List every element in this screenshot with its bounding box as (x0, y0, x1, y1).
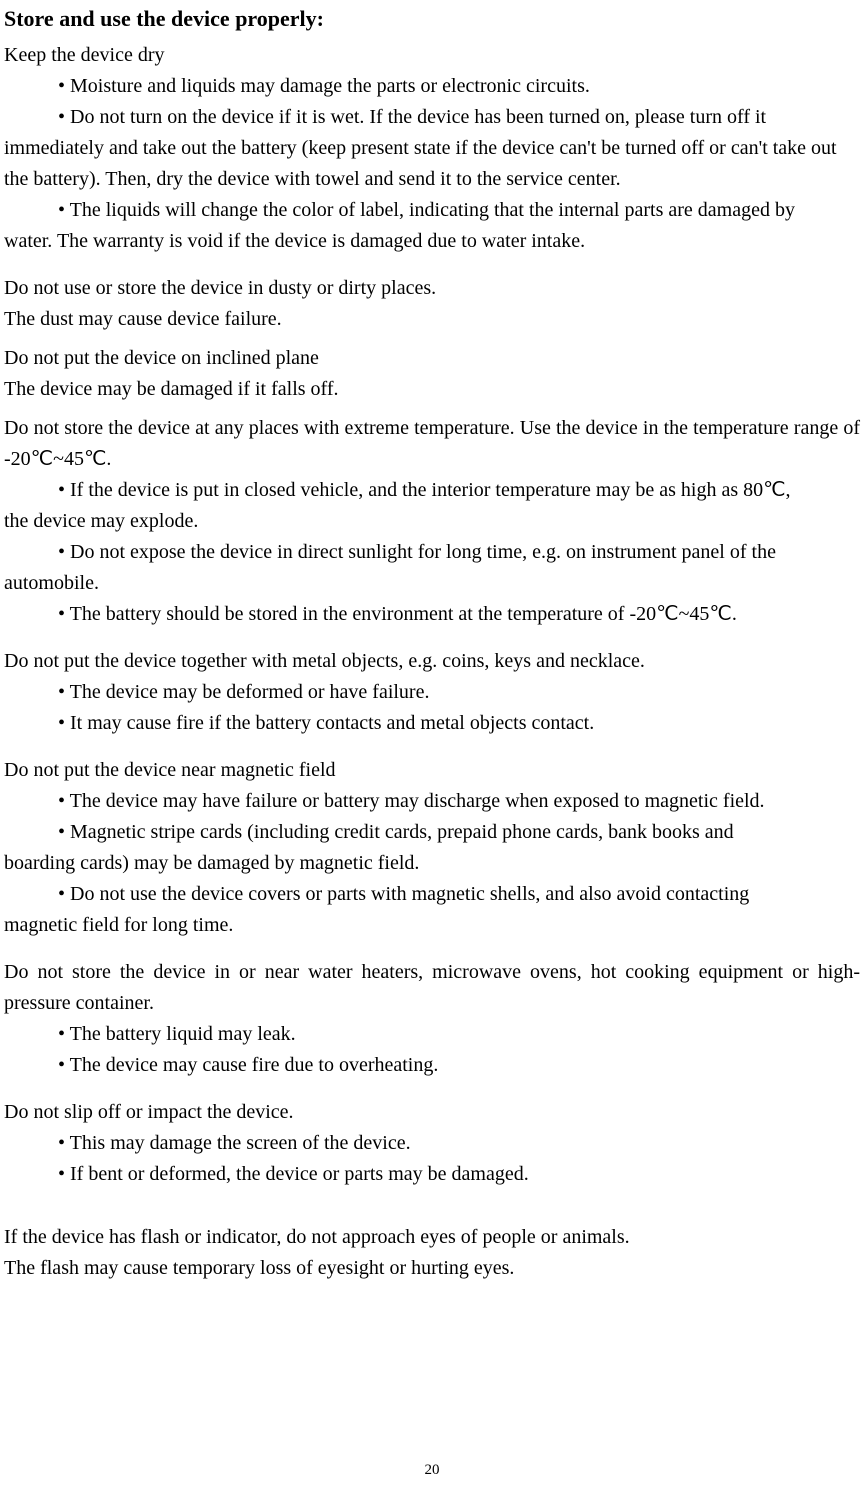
subsection-line: Do not put the device together with meta… (4, 646, 860, 677)
bullet-item: • Do not expose the device in direct sun… (4, 537, 860, 568)
subsection-line: If the device has flash or indicator, do… (4, 1222, 860, 1253)
spacer (4, 335, 860, 343)
spacer (4, 405, 860, 413)
page-number: 20 (0, 1462, 864, 1479)
bullet-item: • It may cause fire if the battery conta… (4, 708, 860, 739)
bullet-continuation: the device may explode. (4, 506, 860, 537)
subsection-line: The dust may cause device failure. (4, 304, 860, 335)
bullet-continuation: immediately and take out the battery (ke… (4, 133, 860, 195)
subsection-line: The device may be damaged if it falls of… (4, 374, 860, 405)
text-plain: Do not store the device at any places wi… (4, 417, 520, 439)
bullet-continuation: water. The warranty is void if the devic… (4, 226, 860, 257)
bullet-item: • If bent or deformed, the device or par… (4, 1159, 860, 1190)
bullet-item: • The device may cause fire due to overh… (4, 1050, 860, 1081)
bullet-item: • The device may be deformed or have fai… (4, 677, 860, 708)
spacer (4, 630, 860, 646)
bullet-continuation: automobile. (4, 568, 860, 599)
subsection-title: Keep the device dry (4, 40, 860, 71)
bullet-continuation: boarding cards) may be damaged by magnet… (4, 848, 860, 879)
subsection-line: Do not slip off or impact the device. (4, 1097, 860, 1128)
subsection-line: Do not put the device near magnetic fiel… (4, 755, 860, 786)
bullet-item: • This may damage the screen of the devi… (4, 1128, 860, 1159)
bullet-item: • The battery should be stored in the en… (4, 599, 860, 630)
bullet-item: • Do not use the device covers or parts … (4, 879, 860, 910)
subsection-line: The flash may cause temporary loss of ey… (4, 1253, 860, 1284)
subsection-line: Do not use or store the device in dusty … (4, 273, 860, 304)
subsection-line: Do not put the device on inclined plane (4, 343, 860, 374)
bullet-item: • The device may have failure or battery… (4, 786, 860, 817)
bullet-item: • The battery liquid may leak. (4, 1019, 860, 1050)
bullet-item: • The liquids will change the color of l… (4, 195, 860, 226)
subsection-line: Do not store the device at any places wi… (4, 413, 860, 475)
spacer (4, 941, 860, 957)
bullet-item: • If the device is put in closed vehicle… (4, 475, 860, 506)
bullet-item: • Do not turn on the device if it is wet… (4, 102, 860, 133)
bullet-item: • Magnetic stripe cards (including credi… (4, 817, 860, 848)
bullet-continuation: magnetic field for long time. (4, 910, 860, 941)
subsection-line: Do not store the device in or near water… (4, 957, 860, 1019)
document-page: Store and use the device properly: Keep … (0, 0, 864, 1487)
spacer (4, 1190, 860, 1206)
section-heading: Store and use the device properly: (4, 4, 860, 34)
spacer (4, 1081, 860, 1097)
spacer (4, 257, 860, 273)
bullet-item: • Moisture and liquids may damage the pa… (4, 71, 860, 102)
spacer (4, 1206, 860, 1222)
spacer (4, 739, 860, 755)
